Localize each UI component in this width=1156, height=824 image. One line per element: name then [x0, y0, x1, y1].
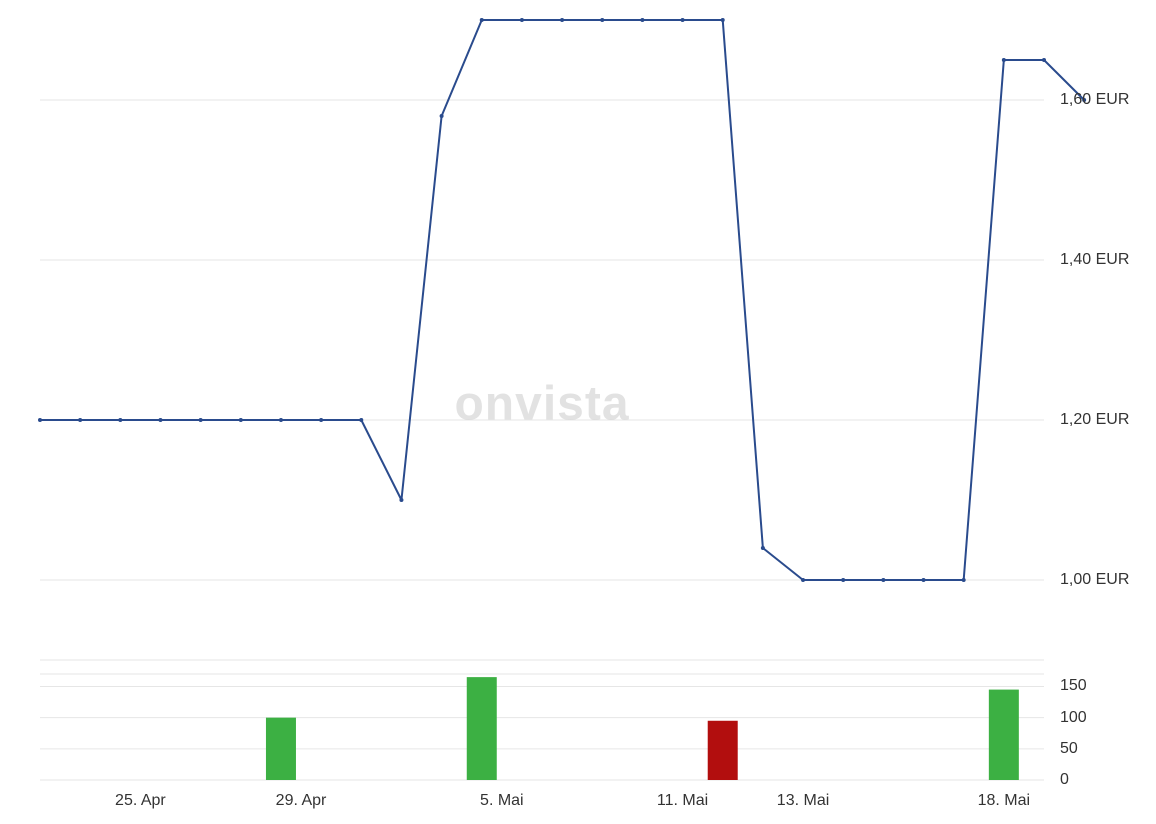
price-y-tick-label: 1,00 EUR: [1060, 571, 1129, 589]
x-tick-label: 18. Mai: [978, 792, 1030, 810]
financial-chart: onvista 1,00 EUR 1,20 EUR 1,40 EUR 1,60 EUR…: [0, 0, 1156, 824]
x-tick-label: 13. Mai: [777, 792, 829, 810]
volume-y-tick-label: 100: [1060, 709, 1087, 727]
volume-y-tick-label: 50: [1060, 740, 1078, 758]
x-tick-label: 11. Mai: [657, 792, 708, 810]
watermark: onvista: [454, 377, 629, 432]
volume-y-tick-label: 0: [1060, 771, 1069, 789]
price-y-tick-label: 1,40 EUR: [1060, 251, 1129, 269]
price-y-tick-label: 1,60 EUR: [1060, 91, 1129, 109]
x-tick-label: 29. Apr: [276, 792, 327, 810]
volume-y-tick-label: 150: [1060, 677, 1087, 695]
x-tick-label: 25. Apr: [115, 792, 166, 810]
price-y-tick-label: 1,20 EUR: [1060, 411, 1129, 429]
x-tick-label: 5. Mai: [480, 792, 524, 810]
